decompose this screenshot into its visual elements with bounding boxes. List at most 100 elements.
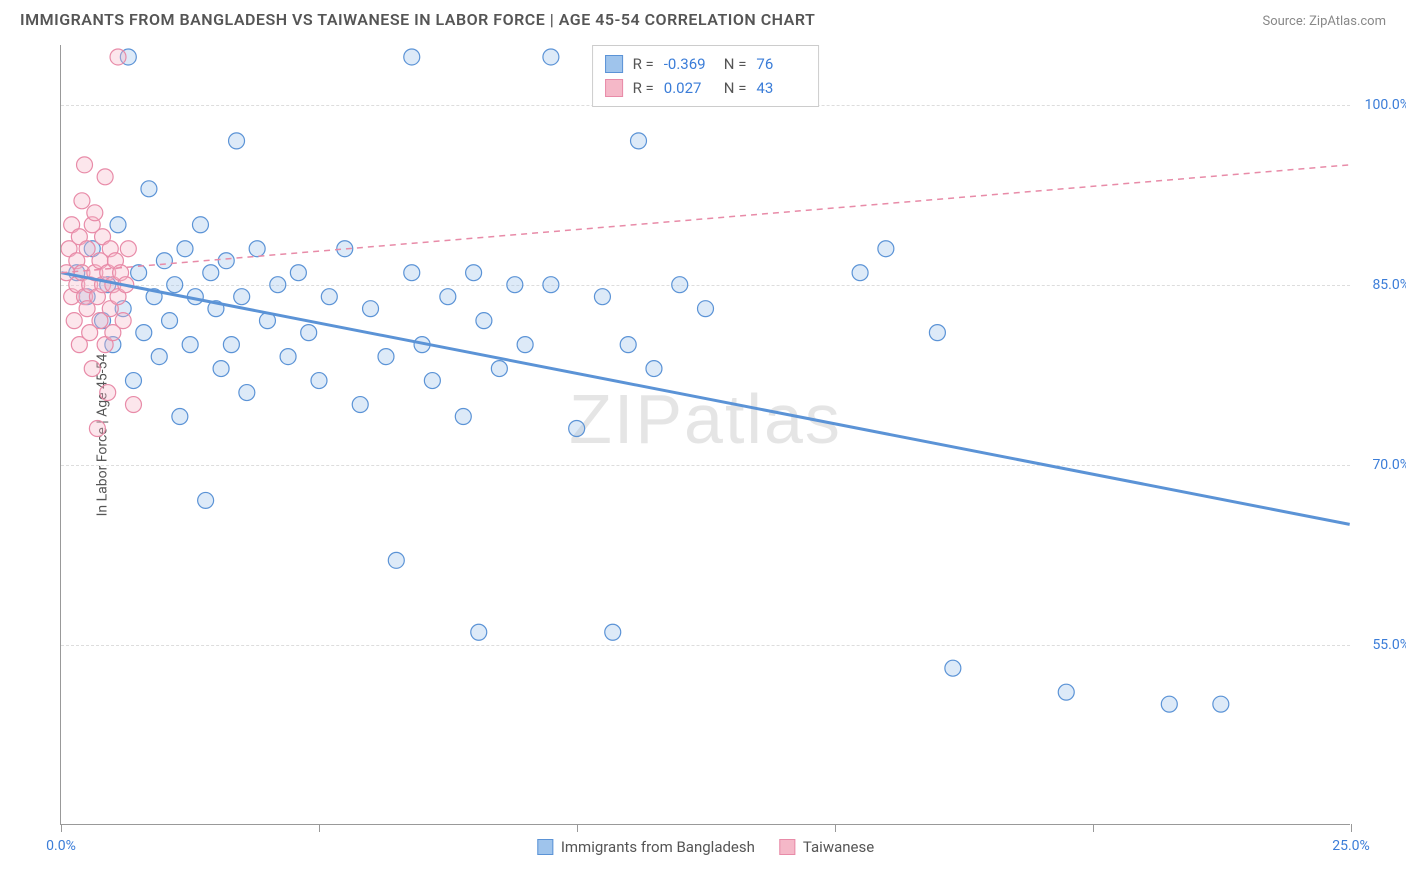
x-tick-label: 25.0% [1332,838,1370,854]
data-point [74,193,90,209]
legend-item-bangladesh: Immigrants from Bangladesh [537,838,755,856]
data-point [84,361,100,377]
data-point [97,169,113,185]
data-point [131,265,147,281]
data-point [229,133,245,149]
stats-swatch-bangladesh [605,55,623,73]
data-point [110,49,126,65]
stats-swatch-taiwanese [605,79,623,97]
data-point [167,277,183,293]
data-point [455,409,471,425]
data-point [218,253,234,269]
y-tick-label: 85.0% [1355,277,1406,293]
data-point [517,337,533,353]
data-point [620,337,636,353]
data-point [878,241,894,257]
legend-swatch [779,839,795,855]
data-point [66,313,82,329]
data-point [301,325,317,341]
data-point [1213,696,1229,712]
data-point [646,361,662,377]
data-point [388,552,404,568]
data-point [352,397,368,413]
data-point [929,325,945,341]
data-point [239,385,255,401]
data-point [162,313,178,329]
chart-header: IMMIGRANTS FROM BANGLADESH VS TAIWANESE … [0,0,1406,37]
chart-area: In Labor Force | Age 45-54 ZIPatlas R = … [60,45,1350,825]
x-tick [835,824,836,832]
data-point [672,277,688,293]
stats-r-value: 0.027 [664,76,714,100]
data-point [270,277,286,293]
data-point [198,492,214,508]
data-point [156,253,172,269]
data-point [172,409,188,425]
y-tick-label: 55.0% [1355,637,1406,653]
data-point [120,241,136,257]
stats-r-value: -0.369 [664,52,714,76]
data-point [89,421,105,437]
data-point [203,265,219,281]
data-point [87,205,103,221]
chart-title: IMMIGRANTS FROM BANGLADESH VS TAIWANESE … [20,10,815,29]
x-tick-label: 0.0% [46,838,76,854]
data-point [234,289,250,305]
stats-n-value: 76 [756,52,806,76]
data-point [476,313,492,329]
x-tick [577,824,578,832]
source-label: Source: ZipAtlas.com [1262,14,1386,29]
data-point [311,373,327,389]
x-tick [61,824,62,832]
data-point [213,361,229,377]
scatter-plot-svg [61,45,1350,824]
data-point [440,289,456,305]
y-tick-label: 70.0% [1355,457,1406,473]
data-point [594,289,610,305]
data-point [125,373,141,389]
data-point [1161,696,1177,712]
data-point [100,385,116,401]
data-point [151,349,167,365]
stats-row: R = -0.369 N = 76 [605,52,807,76]
data-point [77,157,93,173]
data-point [182,337,198,353]
data-point [543,49,559,65]
data-point [471,624,487,640]
data-point [698,301,714,317]
legend-label: Immigrants from Bangladesh [561,838,755,856]
data-point [491,361,507,377]
data-point [79,241,95,257]
data-point [192,217,208,233]
data-point [1058,684,1074,700]
stats-n-value: 43 [756,76,806,100]
data-point [280,349,296,365]
data-point [404,49,420,65]
stats-box: R = -0.369 N = 76 R = 0.027 N = 43 [592,45,820,107]
data-point [290,265,306,281]
data-point [605,624,621,640]
data-point [141,181,157,197]
data-point [321,289,337,305]
data-point [569,421,585,437]
data-point [631,133,647,149]
stats-label-r: R = [633,76,654,100]
data-point [945,660,961,676]
data-point [136,325,152,341]
data-point [378,349,394,365]
data-point [466,265,482,281]
x-tick [1351,824,1352,832]
data-point [177,241,193,257]
data-point [424,373,440,389]
stats-label-n: N = [724,76,747,100]
x-tick [319,824,320,832]
data-point [223,337,239,353]
data-point [115,313,131,329]
legend-item-taiwanese: Taiwanese [779,838,874,856]
data-point [852,265,868,281]
data-point [404,265,420,281]
data-point [125,397,141,413]
stats-row: R = 0.027 N = 43 [605,76,807,100]
legend-swatch [537,839,553,855]
data-point [110,217,126,233]
